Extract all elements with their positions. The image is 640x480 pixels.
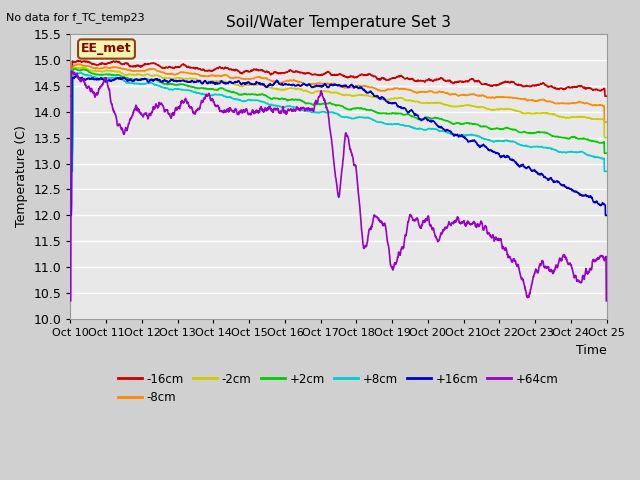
Y-axis label: Temperature (C): Temperature (C) [15, 126, 28, 228]
Title: Soil/Water Temperature Set 3: Soil/Water Temperature Set 3 [226, 15, 451, 30]
Legend: -16cm, -8cm, -2cm, +2cm, +8cm, +16cm, +64cm: -16cm, -8cm, -2cm, +2cm, +8cm, +16cm, +6… [114, 368, 563, 409]
X-axis label: Time: Time [576, 344, 607, 357]
Text: No data for f_TC_temp23: No data for f_TC_temp23 [6, 12, 145, 23]
Text: EE_met: EE_met [81, 43, 132, 56]
